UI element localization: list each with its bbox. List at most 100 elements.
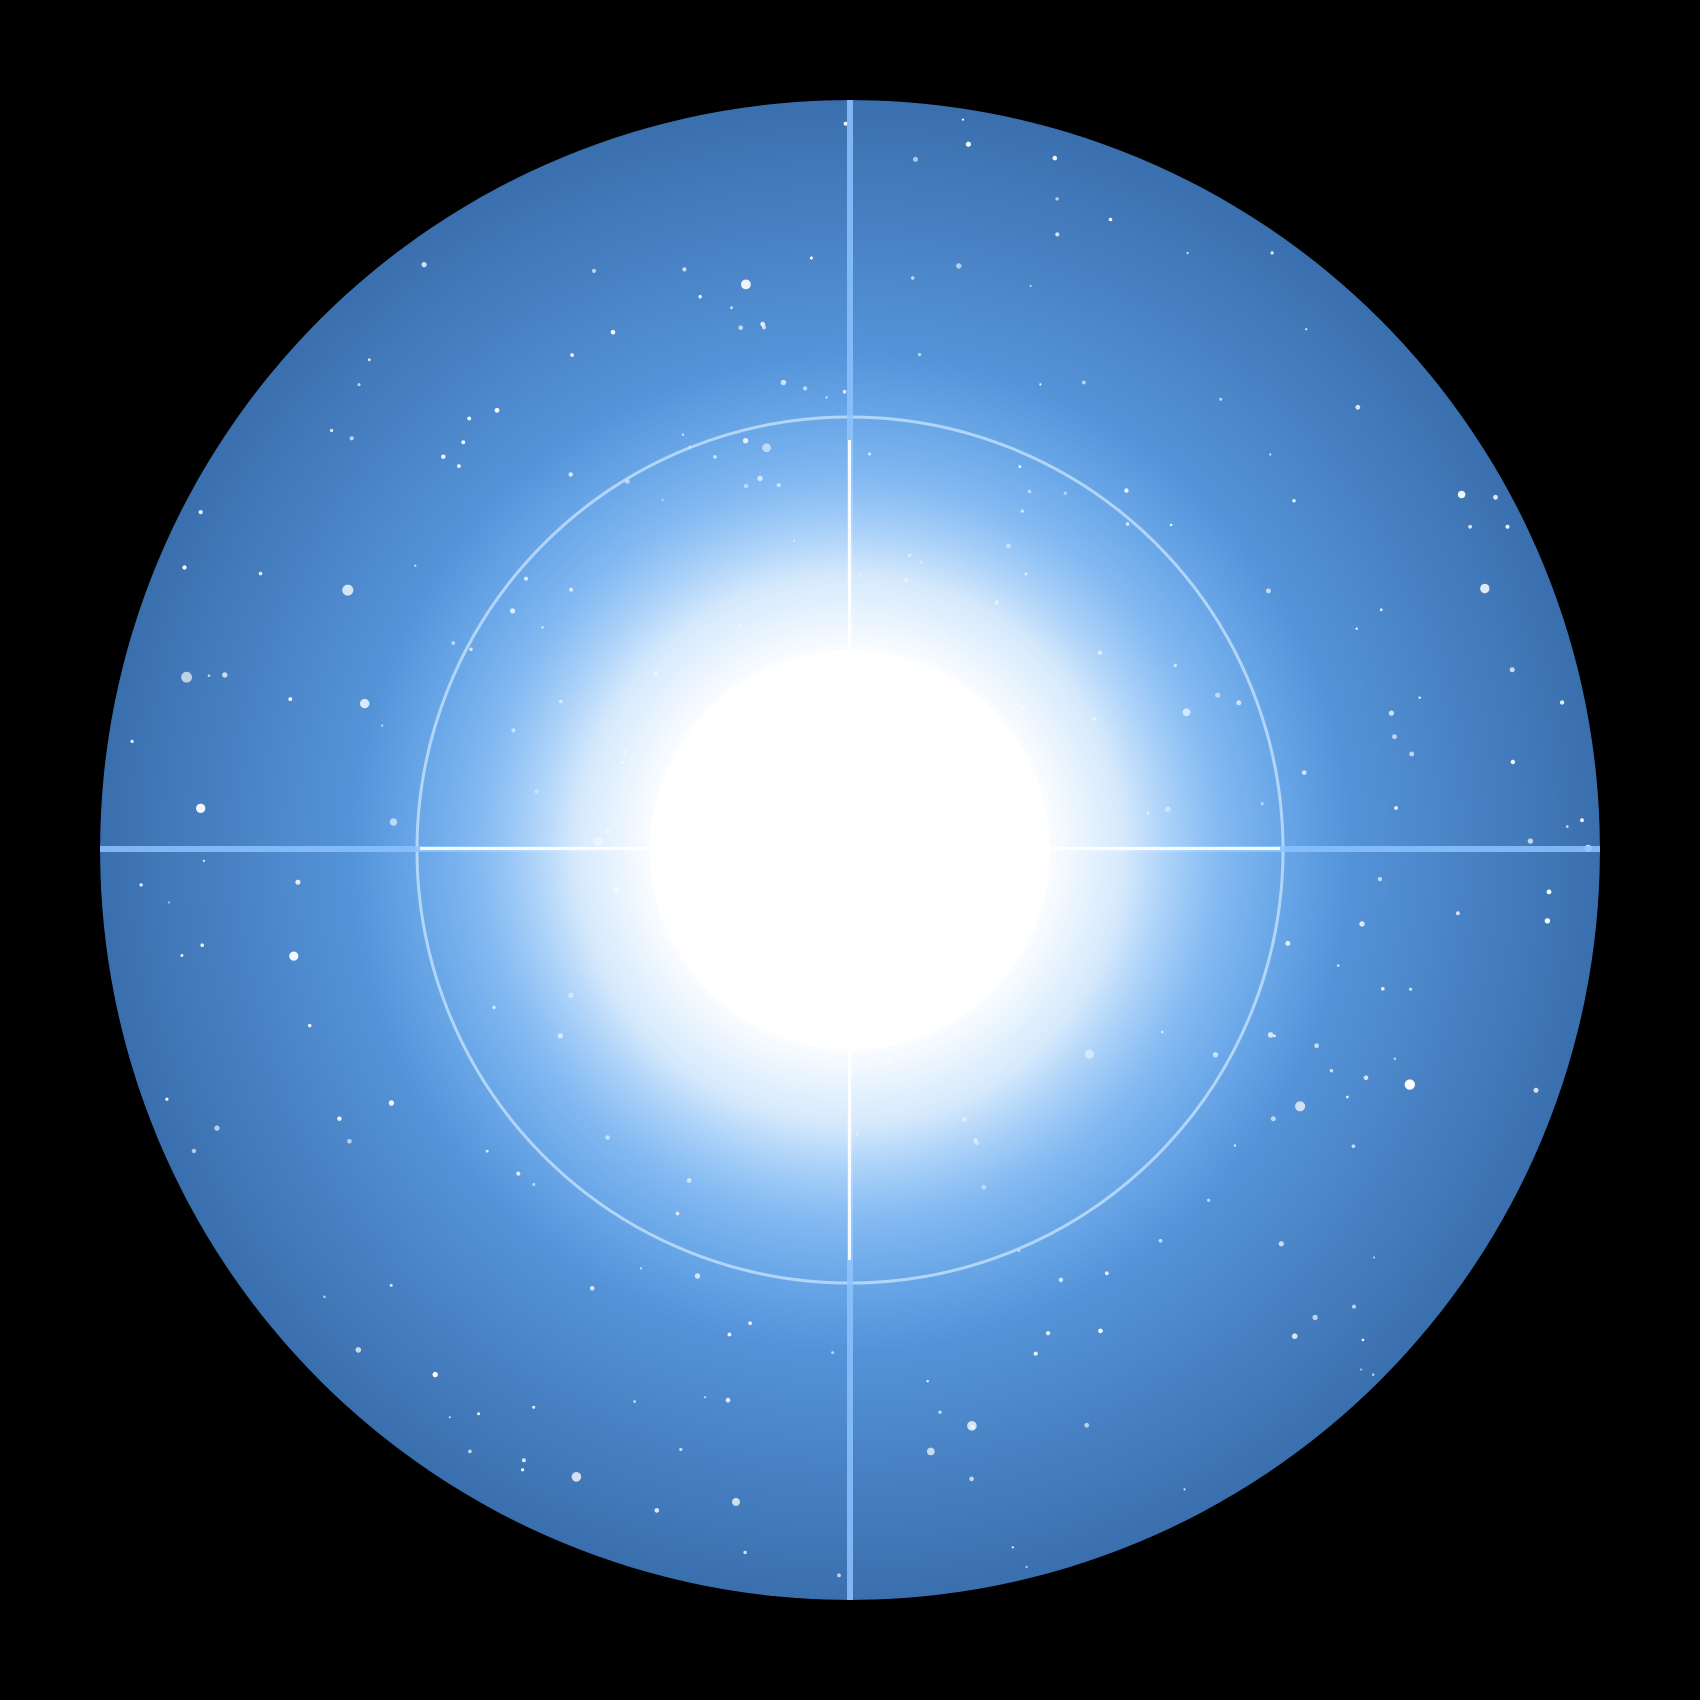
background-star — [532, 1405, 536, 1409]
background-star — [1055, 197, 1059, 201]
background-star — [843, 121, 848, 126]
background-star — [1377, 877, 1382, 882]
background-star — [1314, 1043, 1319, 1049]
background-star — [477, 1412, 481, 1416]
background-star — [448, 1416, 451, 1419]
background-star — [1360, 1368, 1363, 1371]
background-star — [308, 1023, 312, 1028]
background-star — [1033, 1351, 1038, 1356]
background-star — [1359, 921, 1365, 927]
background-star — [421, 262, 427, 268]
background-star — [926, 1447, 935, 1456]
background-star — [682, 267, 687, 272]
background-star — [1292, 499, 1296, 503]
background-star — [165, 1097, 169, 1101]
background-star — [1409, 987, 1413, 991]
background-star — [1372, 1373, 1375, 1376]
background-star — [1510, 759, 1516, 765]
background-star — [1505, 524, 1510, 529]
background-star — [414, 564, 417, 567]
background-star — [1351, 1144, 1356, 1148]
background-star — [965, 141, 972, 147]
background-star — [1394, 806, 1398, 810]
background-star — [357, 383, 361, 387]
background-star — [181, 671, 193, 683]
background-star — [1381, 987, 1385, 991]
background-star — [1393, 1057, 1396, 1060]
background-star — [704, 1396, 707, 1399]
background-star — [355, 1347, 362, 1353]
background-star — [633, 1400, 636, 1403]
background-star — [1418, 696, 1421, 699]
background-star — [732, 1497, 740, 1506]
background-star — [911, 276, 915, 280]
background-star — [570, 353, 574, 357]
background-star — [360, 698, 370, 709]
background-star — [222, 672, 228, 678]
background-star — [1566, 825, 1569, 828]
background-star — [738, 325, 743, 331]
background-star — [743, 1550, 747, 1555]
background-star — [1108, 217, 1113, 222]
background-star — [1544, 918, 1551, 924]
background-star — [191, 1148, 197, 1154]
background-star — [1084, 1422, 1090, 1428]
background-star — [198, 509, 203, 515]
background-star — [1052, 155, 1058, 161]
background-star — [467, 416, 472, 421]
background-star — [1559, 700, 1565, 705]
background-star — [837, 1573, 841, 1578]
background-star — [432, 1371, 438, 1378]
background-star — [1493, 494, 1498, 500]
background-star — [323, 1295, 326, 1299]
background-star — [130, 739, 134, 744]
background-star — [831, 1351, 835, 1355]
background-star — [1546, 889, 1552, 895]
background-star — [1533, 1087, 1539, 1093]
background-star — [1183, 1488, 1186, 1491]
background-star — [1329, 1069, 1334, 1073]
background-star — [1098, 1328, 1103, 1334]
background-star — [202, 859, 205, 863]
background-star — [494, 407, 500, 413]
background-star — [1355, 627, 1358, 630]
background-star — [1305, 328, 1308, 331]
background-star — [1455, 911, 1460, 916]
background-star — [1392, 734, 1397, 740]
background-star — [1480, 583, 1490, 594]
background-star — [725, 1397, 731, 1403]
background-star — [1046, 1331, 1051, 1336]
background-star — [1029, 284, 1032, 287]
background-star — [1011, 1546, 1014, 1549]
background-star — [970, 1424, 975, 1430]
background-star — [1269, 453, 1272, 456]
background-star — [926, 1380, 929, 1383]
background-star — [288, 697, 293, 701]
background-star — [457, 464, 461, 468]
background-star — [295, 879, 301, 885]
background-star — [330, 428, 334, 433]
background-star — [441, 454, 446, 459]
background-star — [956, 263, 962, 269]
background-star — [342, 584, 354, 596]
background-star — [180, 954, 184, 957]
background-star — [1278, 1241, 1284, 1247]
background-star — [1039, 383, 1042, 386]
background-star — [1346, 1095, 1349, 1099]
background-star — [654, 1508, 660, 1513]
background-star — [1361, 1338, 1365, 1342]
background-star — [1355, 404, 1361, 410]
background-star — [591, 268, 597, 273]
background-star — [961, 118, 965, 121]
background-star — [1081, 380, 1086, 385]
background-star — [461, 440, 466, 445]
background-star — [741, 279, 751, 290]
background-star — [196, 803, 206, 813]
background-star — [337, 1116, 342, 1121]
background-star — [762, 325, 766, 330]
background-star — [1186, 251, 1189, 255]
background-star — [1295, 1101, 1306, 1112]
background-star — [289, 951, 299, 961]
background-star — [1580, 818, 1584, 823]
